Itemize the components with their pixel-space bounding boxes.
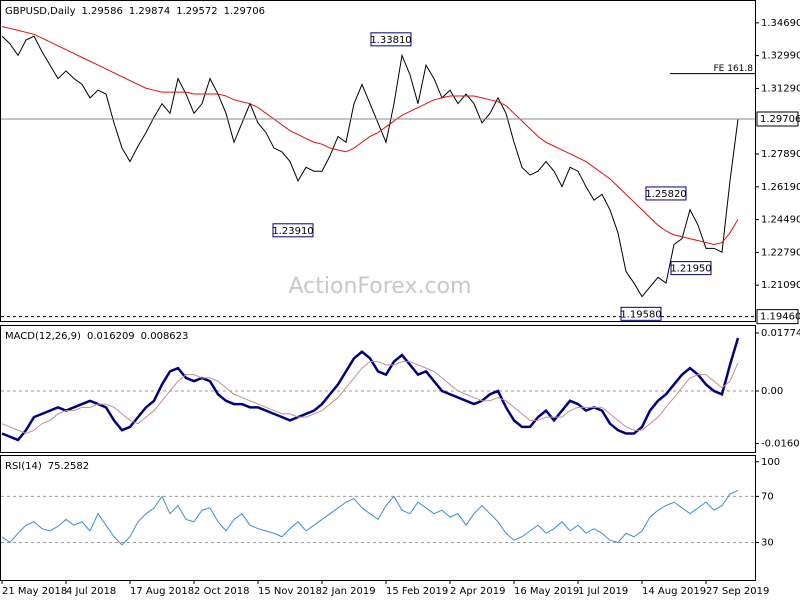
x-tick-label: 14 Aug 2019: [642, 586, 706, 597]
annotation-label: 1.23910: [272, 226, 313, 237]
y-tick-label: -0.016095: [761, 439, 800, 450]
y-tick-label: 30: [761, 538, 774, 549]
panel-title: MACD(12,26,9) 0.016209 0.008623: [5, 331, 188, 342]
y-tick-label: 0.00: [761, 386, 783, 397]
annotation-box: [370, 32, 412, 47]
y-tick-label: 1.21090: [761, 280, 800, 291]
series-line: [1, 35, 739, 298]
header-value: 1.29874: [129, 6, 170, 17]
x-tick-label: 17 Aug 2018: [130, 586, 194, 597]
y-tick-label: 1.27890: [761, 149, 800, 160]
header-value: 1.29586: [82, 6, 123, 17]
x-tick-label: 27 Sep 2019: [706, 586, 769, 597]
x-tick-label: 15 Nov 2018: [258, 586, 322, 597]
annotation-box: [670, 261, 712, 276]
header-value: 75.2582: [48, 461, 89, 472]
price-box: [756, 111, 799, 127]
annotation-box: [272, 223, 314, 238]
series-line: [1, 489, 739, 546]
x-tick-label: 2 Oct 2018: [194, 586, 249, 597]
annotation-label: 1.25820: [645, 189, 686, 200]
header-value: 1.29572: [176, 6, 217, 17]
x-tick-label: 1 Jul 2019: [578, 586, 628, 597]
fe-label: FE 161.8: [714, 64, 754, 74]
x-tick-label: 2 Apr 2019: [450, 586, 505, 597]
panel-title-text: RSI(14): [5, 461, 42, 472]
annotation-label: 1.19580: [620, 309, 661, 320]
y-tick-label: 1.24490: [761, 215, 800, 226]
annotation-label: 1.33810: [370, 35, 411, 46]
header-value: 1.29706: [224, 6, 265, 17]
annotation-box: [620, 306, 662, 321]
panel-title-text: GBPUSD,Daily: [5, 6, 76, 17]
x-tick-label: 21 May 2018: [2, 586, 67, 597]
x-tick-label: 16 May 2019: [514, 586, 579, 597]
header-value: 0.016209: [87, 331, 135, 342]
panel-title-text: MACD(12,26,9): [5, 331, 81, 342]
y-tick-label: 1.34690: [761, 18, 800, 29]
y-tick-label: 1.31290: [761, 83, 800, 94]
annotation-box: [645, 186, 687, 201]
y-tick-label: 70: [761, 491, 774, 502]
level-label: 1.19460: [760, 312, 800, 323]
x-tick-label: 4 Jul 2018: [66, 586, 116, 597]
y-tick-label: 1.32990: [761, 51, 800, 62]
price-panel: [0, 0, 756, 322]
panel-title: GBPUSD,Daily 1.29586 1.29874 1.29572 1.29706: [5, 6, 265, 17]
series-line: [1, 361, 739, 435]
series-line: [1, 26, 739, 246]
y-tick-label: 1.26190: [761, 182, 800, 193]
y-tick-label: 0.017747: [761, 328, 800, 339]
macd-panel: [0, 325, 756, 453]
x-tick-label: 15 Feb 2019: [386, 586, 448, 597]
x-tick-label: 2 Jan 2019: [322, 586, 376, 597]
level-box: [756, 309, 799, 325]
series-line: [1, 337, 740, 442]
price-label: 1.29706: [760, 114, 800, 125]
y-tick-label: 1.22790: [761, 247, 800, 258]
watermark: ActionForex.com: [289, 274, 472, 299]
annotation-label: 1.21950: [670, 264, 711, 275]
header-value: 0.008623: [141, 331, 189, 342]
rsi-panel: [0, 455, 756, 581]
panel-title: RSI(14) 75.2582: [5, 461, 89, 472]
y-tick-label: 100: [761, 457, 780, 468]
